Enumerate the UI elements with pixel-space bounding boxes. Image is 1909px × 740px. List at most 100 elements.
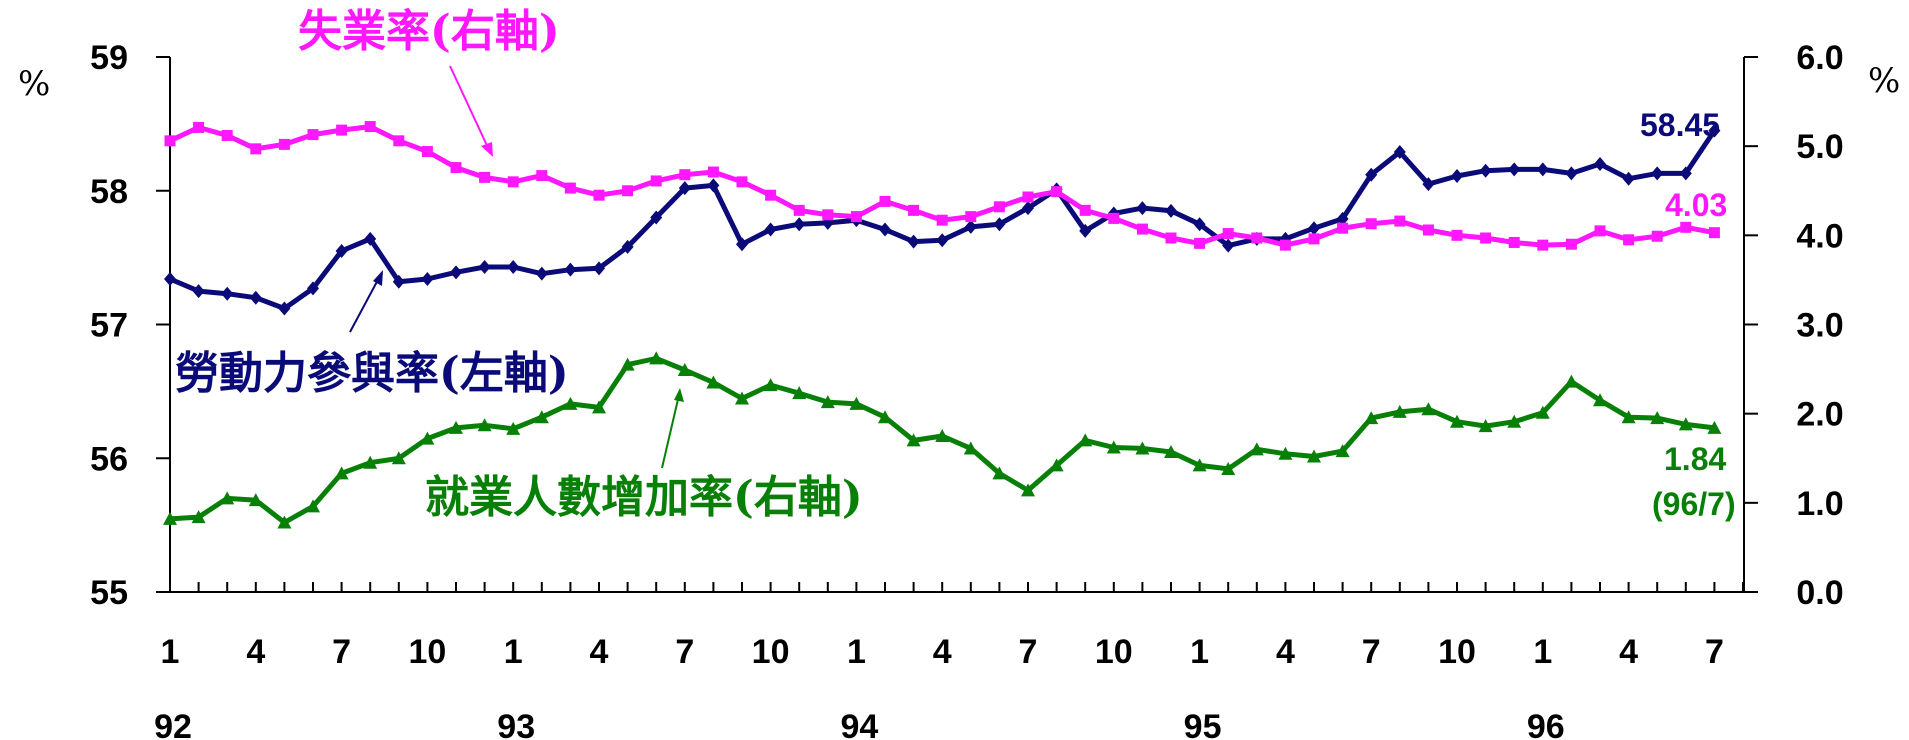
end-label-employment-date: (96/7) [1652,486,1736,522]
end-label-employment-value: 1.84 [1664,441,1726,477]
x-year-label: 94 [840,708,878,740]
data-point [306,499,320,513]
x-month-label: 10 [1095,633,1133,671]
data-point [1222,228,1234,240]
data-point [364,121,376,133]
data-point [1708,227,1720,239]
data-point [793,204,805,216]
data-point [793,217,806,232]
data-point [678,181,691,196]
data-point [1308,233,1320,245]
data-point [1622,171,1635,186]
data-point [1278,446,1293,460]
data-point [534,410,549,424]
data-point [1422,177,1435,192]
data-point [420,431,435,445]
data-point [1365,218,1377,230]
data-point [908,204,920,216]
data-point [1308,221,1320,236]
data-point [1594,225,1606,237]
data-point [736,176,748,188]
data-point [878,410,892,424]
data-point [677,362,692,376]
data-point [421,272,434,287]
data-point [735,391,749,405]
data-point [879,195,891,207]
data-point [479,171,491,183]
x-month-label: 1 [1533,633,1552,671]
data-point [277,515,292,529]
arrow-employment-growth [661,394,680,469]
arrow-unemployment [449,65,491,153]
data-point [1106,440,1121,454]
data-point [391,451,406,465]
data-point [1421,402,1436,416]
data-point [879,222,891,237]
data-point [1249,442,1264,456]
data-point [1251,232,1263,244]
right-axis-unit: % [1868,61,1900,101]
data-point [822,209,834,221]
data-point [364,231,377,246]
end-label-participation: 58.45 [1640,107,1720,143]
x-month-label: 1 [161,633,180,671]
data-point [307,281,319,296]
x-month-label: 7 [1362,633,1381,671]
data-point [307,129,319,141]
data-point [650,210,663,225]
data-point [1393,144,1406,159]
data-point [221,286,234,301]
data-point [478,259,491,274]
data-point [1707,420,1722,434]
annotation-participation: 勞動力參與率(左軸) [175,348,569,399]
data-point [192,284,205,299]
data-point [193,121,205,133]
data-point [1564,374,1579,388]
left-axis-tick-label: 58 [90,173,128,211]
data-point [1164,445,1178,459]
data-point [1165,203,1177,218]
data-point [1279,239,1291,251]
data-point [1507,414,1522,428]
data-point [849,396,864,410]
data-point [393,135,405,147]
data-point [1222,238,1235,253]
arrowhead-unemployment [481,142,493,157]
data-point [1192,458,1207,472]
data-point [706,375,721,389]
left-axis-tick-label: 56 [90,440,128,478]
right-axis-tick-label: 2.0 [1796,396,1843,434]
data-point [1650,411,1665,425]
data-point [1679,166,1692,181]
data-point [392,274,405,289]
data-point [992,466,1007,480]
data-point [250,143,262,155]
data-point [1480,232,1492,244]
data-point [1678,417,1693,431]
x-month-label: 7 [1705,633,1724,671]
data-point [707,178,720,193]
data-point [593,189,605,201]
data-point [1364,411,1379,425]
data-point [1508,236,1520,248]
data-point [906,433,921,447]
data-point [1394,215,1406,227]
x-year-label: 93 [497,708,535,740]
right-axis-tick-label: 4.0 [1796,217,1843,255]
data-point [506,421,521,435]
data-point [620,357,635,371]
data-point [593,261,605,276]
data-point [1022,201,1034,216]
data-point [221,129,233,141]
data-point [850,211,862,223]
data-point [736,237,748,252]
data-point [936,233,949,248]
data-point [1021,483,1035,497]
left-axis-tick-label: 59 [90,39,128,77]
x-month-label: 1 [1190,633,1209,671]
data-point [963,441,978,455]
data-point [1651,230,1663,242]
data-point [334,466,349,480]
x-month-label: 4 [246,633,265,671]
data-point [1451,229,1463,241]
